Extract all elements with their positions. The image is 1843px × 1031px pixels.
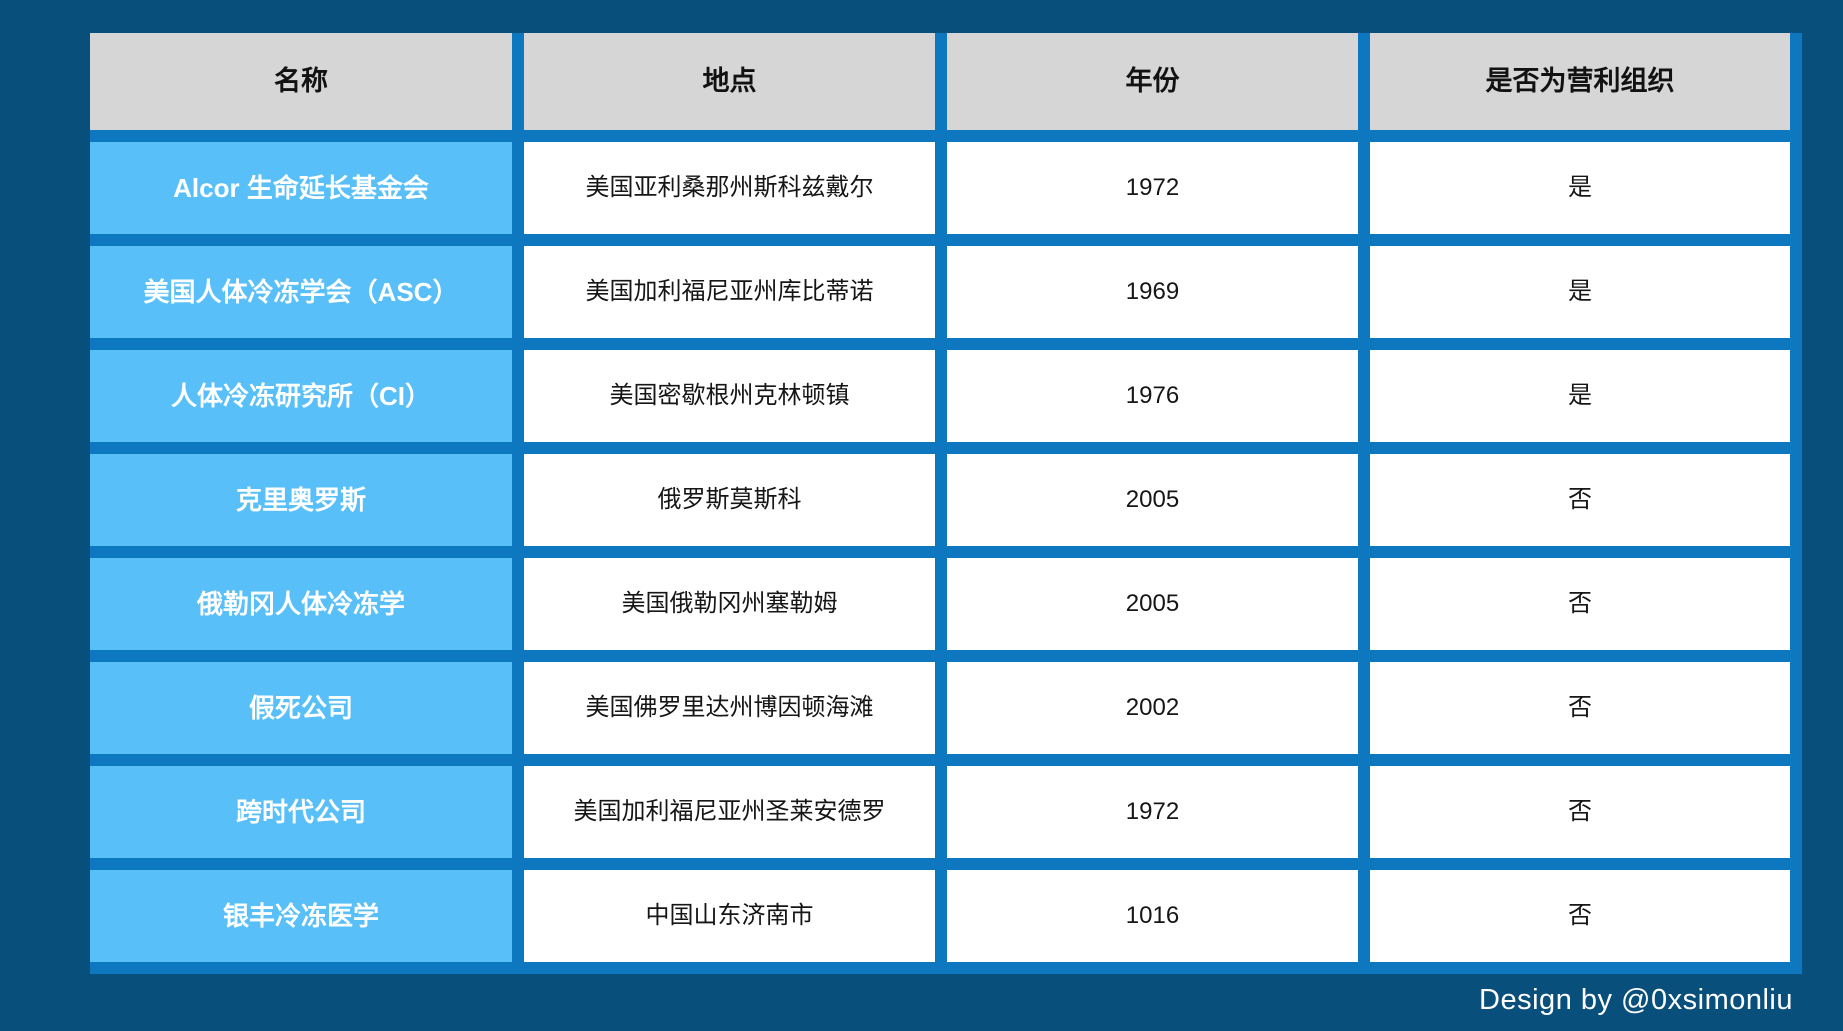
- cell-year: 1972: [947, 142, 1358, 234]
- cell-name: Alcor 生命延长基金会: [90, 142, 512, 234]
- column-header-forprofit: 是否为营利组织: [1370, 33, 1790, 130]
- cell-name: 美国人体冷冻学会（ASC）: [90, 246, 512, 338]
- cell-location: 美国俄勒冈州塞勒姆: [524, 558, 935, 650]
- column-header-location: 地点: [524, 33, 935, 130]
- cell-year: 2005: [947, 558, 1358, 650]
- cell-forprofit: 是: [1370, 246, 1790, 338]
- cell-location: 俄罗斯莫斯科: [524, 454, 935, 546]
- cell-year: 2002: [947, 662, 1358, 754]
- cell-forprofit: 否: [1370, 766, 1790, 858]
- column-header-name: 名称: [90, 33, 512, 130]
- cell-location: 美国亚利桑那州斯科兹戴尔: [524, 142, 935, 234]
- cell-location: 美国佛罗里达州博因顿海滩: [524, 662, 935, 754]
- cell-name: 克里奥罗斯: [90, 454, 512, 546]
- cell-location: 美国密歇根州克林顿镇: [524, 350, 935, 442]
- cell-name: 银丰冷冻医学: [90, 870, 512, 962]
- cell-year: 1972: [947, 766, 1358, 858]
- cell-location: 中国山东济南市: [524, 870, 935, 962]
- cryonics-organizations-table: 名称 地点 年份 是否为营利组织 Alcor 生命延长基金会 美国亚利桑那州斯科…: [90, 33, 1802, 974]
- cell-year: 1016: [947, 870, 1358, 962]
- cell-name: 假死公司: [90, 662, 512, 754]
- cell-forprofit: 否: [1370, 454, 1790, 546]
- cell-forprofit: 否: [1370, 662, 1790, 754]
- cell-year: 1976: [947, 350, 1358, 442]
- design-credit: Design by @0xsimonliu: [1479, 984, 1793, 1016]
- cell-location: 美国加利福尼亚州库比蒂诺: [524, 246, 935, 338]
- cell-year: 1969: [947, 246, 1358, 338]
- cell-location: 美国加利福尼亚州圣莱安德罗: [524, 766, 935, 858]
- cell-forprofit: 是: [1370, 350, 1790, 442]
- cell-forprofit: 否: [1370, 558, 1790, 650]
- cell-name: 人体冷冻研究所（CI）: [90, 350, 512, 442]
- cell-name: 跨时代公司: [90, 766, 512, 858]
- cell-forprofit: 是: [1370, 142, 1790, 234]
- cell-forprofit: 否: [1370, 870, 1790, 962]
- cell-year: 2005: [947, 454, 1358, 546]
- cell-name: 俄勒冈人体冷冻学: [90, 558, 512, 650]
- column-header-year: 年份: [947, 33, 1358, 130]
